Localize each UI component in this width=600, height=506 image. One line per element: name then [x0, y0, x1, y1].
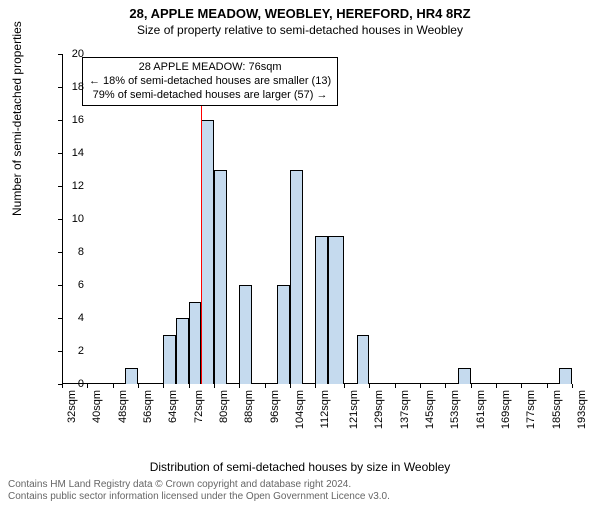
x-tick-mark	[214, 384, 215, 388]
histogram-bar	[357, 335, 370, 385]
x-tick-mark	[420, 384, 421, 388]
x-tick-mark	[163, 384, 164, 388]
x-tick-label: 40sqm	[91, 390, 103, 434]
x-tick-label: 96sqm	[269, 390, 281, 434]
x-tick-mark	[265, 384, 266, 388]
x-tick-label: 32sqm	[66, 390, 78, 434]
x-tick-mark	[62, 384, 63, 388]
x-tick-mark	[547, 384, 548, 388]
x-tick-label: 121sqm	[348, 390, 360, 434]
x-tick-label: 112sqm	[319, 390, 331, 434]
y-tick-mark	[58, 54, 62, 55]
histogram-bar	[315, 236, 328, 385]
x-tick-mark	[344, 384, 345, 388]
annotation-line3: 79% of semi-detached houses are larger (…	[89, 89, 331, 103]
x-tick-mark	[395, 384, 396, 388]
x-tick-mark	[369, 384, 370, 388]
histogram-bar	[559, 368, 572, 385]
x-tick-label: 177sqm	[525, 390, 537, 434]
x-tick-label: 64sqm	[167, 390, 179, 434]
x-tick-label: 153sqm	[449, 390, 461, 434]
histogram-bar	[189, 302, 202, 385]
histogram-bar	[277, 285, 290, 384]
x-tick-label: 80sqm	[218, 390, 230, 434]
x-tick-mark	[113, 384, 114, 388]
annotation-line2: ← 18% of semi-detached houses are smalle…	[89, 75, 331, 89]
x-tick-label: 193sqm	[576, 390, 588, 434]
x-tick-label: 161sqm	[475, 390, 487, 434]
x-tick-mark	[138, 384, 139, 388]
y-axis-label: Number of semi-detached properties	[10, 21, 24, 216]
annotation-line1: 28 APPLE MEADOW: 76sqm	[89, 61, 331, 75]
x-tick-mark	[445, 384, 446, 388]
histogram-bar	[290, 170, 303, 385]
x-tick-label: 56sqm	[142, 390, 154, 434]
y-tick-mark	[58, 318, 62, 319]
x-tick-mark	[189, 384, 190, 388]
x-tick-mark	[521, 384, 522, 388]
x-tick-mark	[496, 384, 497, 388]
annotation-box: 28 APPLE MEADOW: 76sqm← 18% of semi-deta…	[82, 57, 338, 106]
chart-plot-area: 28 APPLE MEADOW: 76sqm← 18% of semi-deta…	[62, 54, 572, 384]
x-tick-label: 88sqm	[243, 390, 255, 434]
x-tick-mark	[290, 384, 291, 388]
histogram-bar	[201, 120, 214, 384]
histogram-bar	[163, 335, 176, 385]
y-tick-mark	[58, 252, 62, 253]
x-tick-label: 137sqm	[399, 390, 411, 434]
y-tick-mark	[58, 120, 62, 121]
y-tick-mark	[58, 153, 62, 154]
x-tick-label: 129sqm	[373, 390, 385, 434]
footer-line1: Contains HM Land Registry data © Crown c…	[8, 479, 390, 491]
x-tick-label: 104sqm	[294, 390, 306, 434]
histogram-bar	[125, 368, 138, 385]
x-tick-mark	[87, 384, 88, 388]
x-tick-label: 169sqm	[500, 390, 512, 434]
x-axis-label: Distribution of semi-detached houses by …	[0, 460, 600, 474]
x-tick-label: 48sqm	[117, 390, 129, 434]
footer-line2: Contains public sector information licen…	[8, 491, 390, 503]
x-tick-mark	[572, 384, 573, 388]
footer-attribution: Contains HM Land Registry data © Crown c…	[8, 479, 390, 503]
y-tick-mark	[58, 219, 62, 220]
histogram-bar	[214, 170, 227, 385]
x-tick-label: 72sqm	[193, 390, 205, 434]
x-tick-label: 185sqm	[551, 390, 563, 434]
y-tick-mark	[58, 285, 62, 286]
histogram-bar	[176, 318, 189, 384]
property-marker-line	[201, 98, 202, 384]
histogram-bar	[458, 368, 471, 385]
y-tick-mark	[58, 186, 62, 187]
histogram-bar	[239, 285, 252, 384]
histogram-bar	[328, 236, 344, 385]
y-tick-mark	[58, 351, 62, 352]
x-tick-label: 145sqm	[424, 390, 436, 434]
chart-title-sub: Size of property relative to semi-detach…	[0, 23, 600, 37]
x-tick-mark	[239, 384, 240, 388]
x-tick-mark	[315, 384, 316, 388]
x-tick-mark	[471, 384, 472, 388]
chart-title-main: 28, APPLE MEADOW, WEOBLEY, HEREFORD, HR4…	[0, 6, 600, 21]
y-tick-mark	[58, 87, 62, 88]
